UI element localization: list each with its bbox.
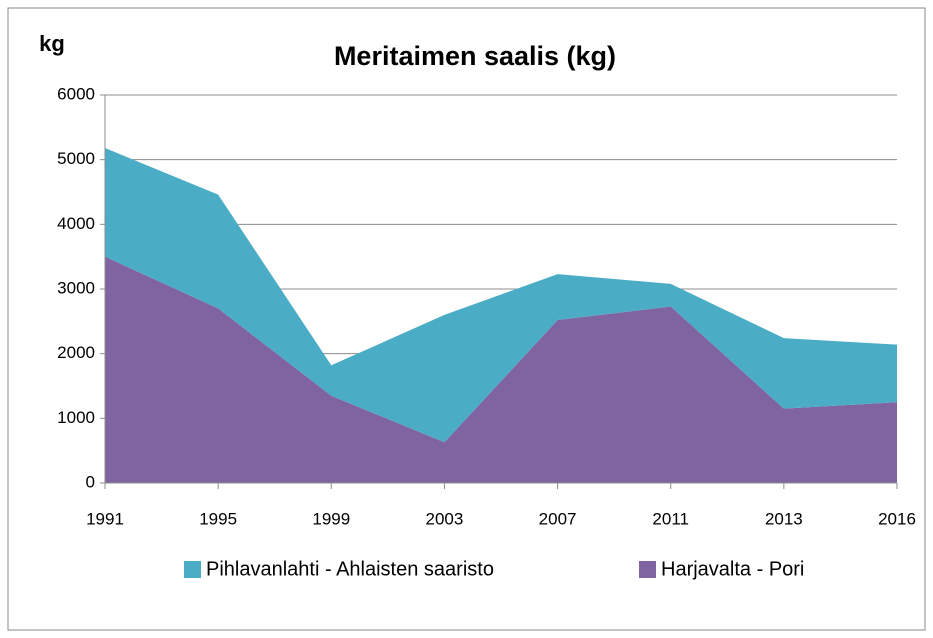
legend-label: Pihlavanlahti - Ahlaisten saaristo (206, 558, 494, 580)
x-tick-label: 1991 (86, 509, 124, 528)
y-tick-label: 1000 (57, 408, 95, 427)
legend-label: Harjavalta - Pori (661, 558, 804, 580)
y-tick-label: 6000 (57, 84, 95, 103)
y-tick-label: 0 (86, 472, 95, 491)
y-tick-label: 3000 (57, 278, 95, 297)
x-tick-label: 1995 (199, 509, 237, 528)
y-tick-label: 2000 (57, 343, 95, 362)
legend-swatch (184, 561, 201, 578)
x-tick-label: 2007 (539, 509, 577, 528)
area (105, 148, 897, 443)
chart-title: Meritaimen saalis (kg) (334, 41, 616, 71)
y-tick-label: 4000 (57, 214, 95, 233)
x-tick-label: 2003 (426, 509, 464, 528)
x-tick-label: 1999 (312, 509, 350, 528)
x-tick-label: 2016 (878, 509, 916, 528)
y-axis-label: kg (39, 31, 65, 56)
y-tick-label: 5000 (57, 149, 95, 168)
legend-swatch (639, 561, 656, 578)
x-tick-label: 2013 (765, 509, 803, 528)
area (105, 256, 897, 483)
x-tick-label: 2011 (652, 509, 689, 528)
